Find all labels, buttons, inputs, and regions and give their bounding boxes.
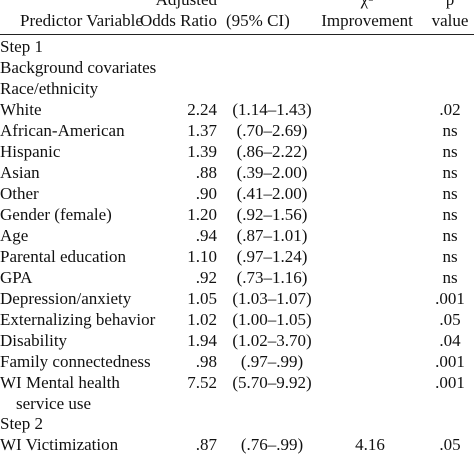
p-value: ns (442, 268, 458, 287)
header-rule (0, 34, 474, 35)
row-label: Background covariates (0, 58, 157, 77)
ci: (.87–1.01) (236, 226, 308, 245)
ci: (.73–1.16) (236, 268, 308, 287)
odds-ratio: 1.10 (187, 247, 217, 266)
p-value: .04 (439, 331, 461, 350)
odds-ratio: 1.05 (187, 289, 217, 308)
odds-ratio: .92 (195, 268, 217, 287)
row-label: Race/ethnicity (0, 79, 99, 98)
row-label: Externalizing behavior (0, 310, 156, 329)
p-value: ns (442, 142, 458, 161)
row-label: Step 2 (0, 414, 43, 433)
ci: (5.70–9.92) (232, 373, 312, 392)
ci: (.97–1.24) (236, 247, 308, 266)
p-value: .05 (439, 310, 461, 329)
row-label: Parental education (0, 247, 127, 266)
odds-ratio: 1.94 (187, 331, 217, 350)
ci: (.86–2.22) (236, 142, 308, 161)
odds-ratio: .90 (195, 184, 217, 203)
p-value: .05 (439, 435, 461, 454)
chi-improvement: 4.16 (355, 435, 385, 454)
header-ci: (95% CI) (226, 11, 290, 30)
p-value: ns (442, 121, 458, 140)
ci: (1.03–1.07) (232, 289, 312, 308)
p-value: .001 (435, 352, 465, 371)
p-value: ns (442, 226, 458, 245)
odds-ratio: .98 (195, 352, 217, 371)
p-value: .001 (435, 373, 465, 392)
ci: (1.14–1.43) (232, 100, 312, 119)
p-value: ns (442, 205, 458, 224)
row-label: Age (0, 226, 29, 245)
ci: (.92–1.56) (236, 205, 308, 224)
ci: (1.02–3.70) (232, 331, 312, 350)
ci: (.41–2.00) (236, 184, 308, 203)
header-chi: χ² (318, 0, 416, 11)
p-value: ns (442, 184, 458, 203)
row-label: GPA (0, 268, 33, 287)
ci: (.97–.99) (240, 352, 304, 371)
p-value: ns (442, 163, 458, 182)
odds-ratio: .87 (195, 435, 217, 454)
header-odds-ratio: Adjusted (156, 0, 217, 11)
odds-ratio: 1.39 (187, 142, 217, 161)
odds-ratio: .88 (195, 163, 217, 182)
header-chi: Improvement (321, 11, 413, 30)
row-label: Step 1 (0, 37, 43, 56)
odds-ratio: 7.52 (187, 373, 217, 392)
odds-ratio: .94 (195, 226, 217, 245)
header-p: p (424, 0, 474, 11)
ci: (.76–.99) (240, 435, 304, 454)
row-label: Disability (0, 331, 68, 350)
row-label: Asian (0, 163, 40, 182)
row-label: WI Mental health service use (0, 373, 120, 413)
row-label: Family connectedness (0, 352, 151, 371)
odds-ratio: 1.20 (187, 205, 217, 224)
ci: (.39–2.00) (236, 163, 308, 182)
ci: (1.00–1.05) (232, 310, 312, 329)
header-predictor: Predictor Variable (20, 11, 143, 30)
row-label: Gender (female) (0, 205, 112, 224)
row-label: African-American (0, 121, 125, 140)
odds-ratio: 1.02 (187, 310, 217, 329)
p-value: ns (442, 247, 458, 266)
row-label: White (0, 100, 42, 119)
p-value: .001 (435, 289, 465, 308)
ci: (.70–2.69) (236, 121, 308, 140)
row-label: Hispanic (0, 142, 61, 161)
row-label: Depression/anxiety (0, 289, 132, 308)
row-label: WI Victimization (0, 435, 119, 454)
odds-ratio: 1.37 (187, 121, 217, 140)
header-p: value (431, 11, 469, 30)
header-odds-ratio: Odds Ratio (140, 11, 217, 30)
odds-ratio: 2.24 (187, 100, 217, 119)
p-value: .02 (439, 100, 461, 119)
row-label: Other (0, 184, 39, 203)
